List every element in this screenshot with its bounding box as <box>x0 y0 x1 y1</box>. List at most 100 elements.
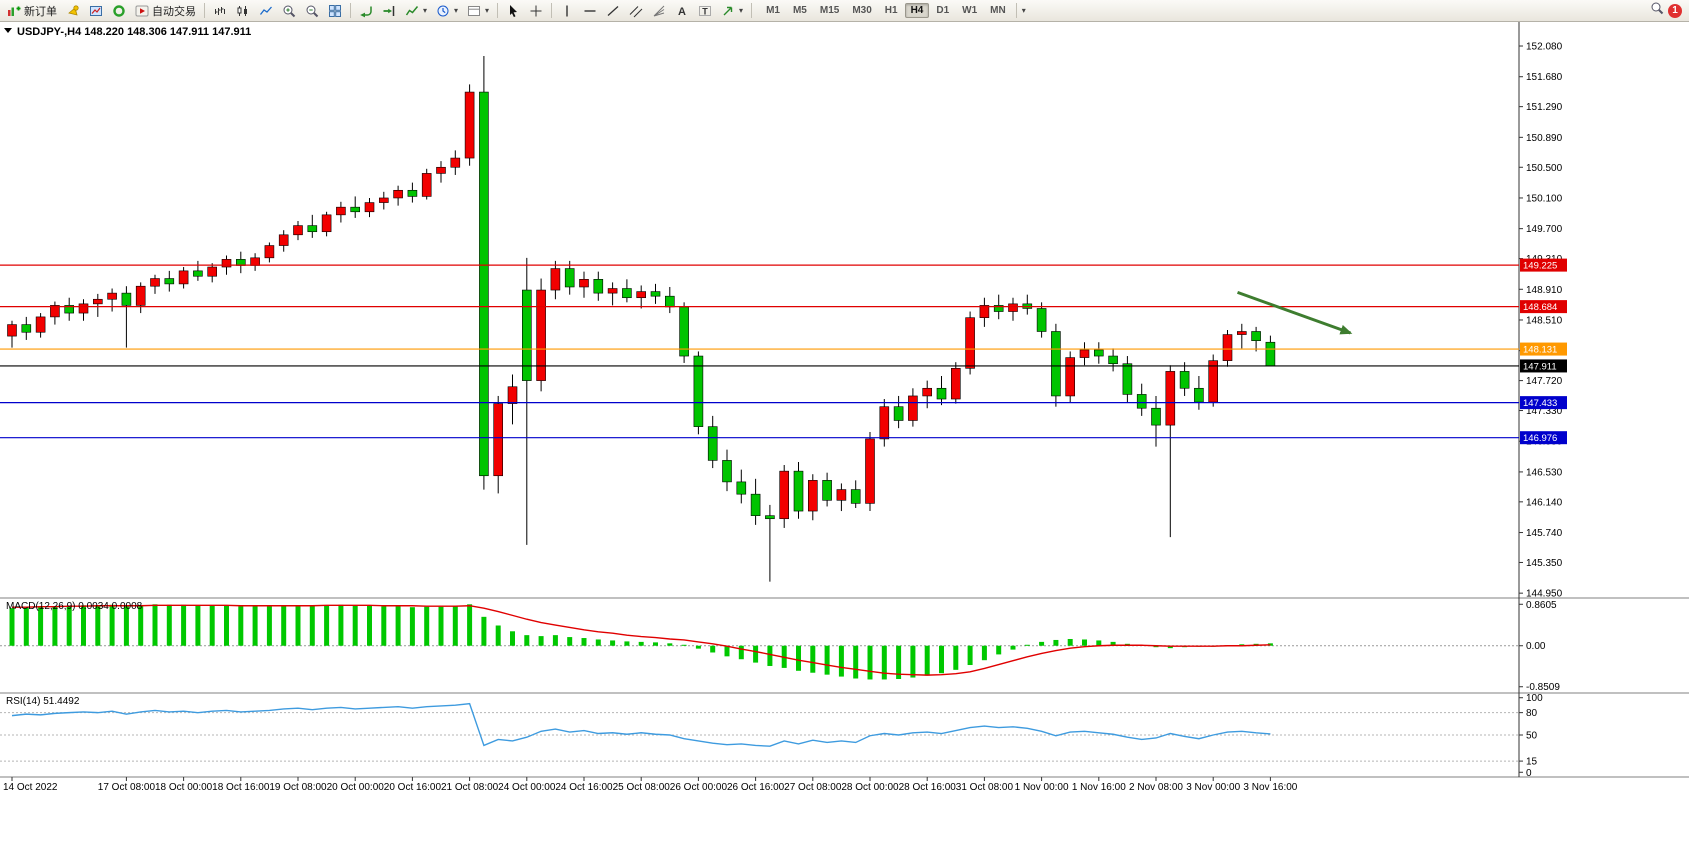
candle-down <box>1151 407 1161 426</box>
tf-button-mn[interactable]: MN <box>990 5 1006 16</box>
vertical-line-button[interactable] <box>556 0 578 21</box>
candle-up <box>922 387 933 397</box>
candle-down <box>750 493 761 516</box>
rsi-line <box>11 702 1271 747</box>
chart-shift-button[interactable] <box>378 0 400 21</box>
autotrade-icon <box>135 4 149 18</box>
tf-button-m15[interactable]: M15 <box>819 5 840 16</box>
tf-button-h4[interactable]: H4 <box>904 3 930 18</box>
date-axis-label: 14 Oct 2022 <box>3 782 58 793</box>
bar-chart-button[interactable] <box>209 0 231 21</box>
trendline-button[interactable] <box>602 0 624 21</box>
macd-axis-label: 0.00 <box>1526 641 1546 652</box>
candle-up <box>93 298 103 305</box>
price-axis-label: 149.700 <box>1526 224 1563 235</box>
text-tool-button[interactable]: A <box>671 0 693 21</box>
candle-down <box>479 91 489 477</box>
notification-badge[interactable]: 1 <box>1668 3 1682 18</box>
candle-up <box>207 266 217 277</box>
date-axis-label: 20 Oct 16:00 <box>384 782 442 793</box>
zoom-in-button[interactable] <box>278 0 300 21</box>
tf-button-d1[interactable]: D1 <box>936 5 950 16</box>
candle-down <box>850 489 861 504</box>
candle-up <box>836 489 847 501</box>
zoom-out-button[interactable] <box>301 0 323 21</box>
candle-down <box>407 189 418 197</box>
date-axis-label: 1 Nov 16:00 <box>1072 782 1126 793</box>
label-tool-button[interactable]: T <box>694 0 716 21</box>
toolbar-separator <box>1015 3 1017 18</box>
candle-down <box>822 480 832 501</box>
trend-arrow[interactable] <box>1237 290 1353 335</box>
indicators-button[interactable]: ▾ <box>401 0 431 21</box>
candlestick-chart-button[interactable] <box>232 0 254 21</box>
symbol-collapse-icon[interactable] <box>4 28 12 33</box>
periods-button[interactable]: ▾ <box>432 0 462 21</box>
candle-up <box>35 316 46 333</box>
candle-down <box>564 268 575 288</box>
date-axis-label: 26 Oct 16:00 <box>727 782 785 793</box>
tf-button-h1[interactable]: H1 <box>884 5 898 16</box>
candles-layer <box>7 55 1276 582</box>
toolbar-separator <box>497 3 499 18</box>
candle-up <box>264 245 275 259</box>
price-level-badge-text: 148.131 <box>1523 345 1557 356</box>
candle-up <box>1237 331 1247 335</box>
candle-down <box>1036 308 1047 332</box>
tile-windows-button[interactable] <box>324 0 346 21</box>
fibonacci-button[interactable] <box>648 0 670 21</box>
horizontal-line-button[interactable] <box>579 0 601 21</box>
timeframe-buttons: M1 M5 M15 M30 H1 H4 D1 W1 MN <box>760 3 1012 18</box>
candle-down <box>593 279 604 294</box>
quotes-button[interactable] <box>108 0 130 21</box>
svg-text:A: A <box>678 6 686 18</box>
auto-scroll-button[interactable] <box>355 0 377 21</box>
tf-button-w1[interactable]: W1 <box>962 5 978 16</box>
line-chart-button[interactable] <box>255 0 277 21</box>
candle-down <box>1179 371 1190 389</box>
candle-up <box>436 166 446 174</box>
tf-button-m1[interactable]: M1 <box>766 5 780 16</box>
price-axis-label: 150.500 <box>1526 163 1563 174</box>
candle-down <box>121 292 132 306</box>
alerts-button[interactable] <box>62 0 84 21</box>
candle-up <box>807 480 818 512</box>
toolbar-separator <box>350 3 351 18</box>
candle-up <box>1165 371 1176 426</box>
price-level-badge-text: 147.433 <box>1523 398 1557 409</box>
candle-down <box>1108 355 1118 365</box>
candle-down <box>936 387 947 400</box>
search-icon[interactable] <box>1650 1 1664 20</box>
candle-up <box>135 285 146 306</box>
price-level-badge <box>1520 396 1567 410</box>
candle-up <box>550 268 561 291</box>
candle-up <box>950 368 961 400</box>
rsi-axis-label: 100 <box>1526 693 1543 704</box>
templates-button[interactable]: ▾ <box>463 0 493 21</box>
date-axis-label: 27 Oct 08:00 <box>784 782 842 793</box>
candle-down <box>1265 341 1276 367</box>
charts-window-button[interactable] <box>85 0 107 21</box>
candle-down <box>993 305 1004 312</box>
cursor-button[interactable] <box>502 0 524 21</box>
chart-canvas[interactable]: 152.080 151.680 151.290 150.890 150.500 150.1… <box>0 22 1689 862</box>
indicators-caret: ▾ <box>423 6 428 15</box>
date-axis: 14 Oct 2022 17 Oct 08:00 18 Oct 00:00 18 Oc… <box>3 777 1298 793</box>
date-axis-label: 26 Oct 00:00 <box>670 782 728 793</box>
candle-down <box>64 305 74 314</box>
price-level-badge <box>1520 300 1567 314</box>
crosshair-button[interactable] <box>525 0 547 21</box>
new-order-button[interactable]: 新订单 <box>3 0 61 21</box>
price-axis-label: 144.950 <box>1526 589 1563 600</box>
arrows-tool-button[interactable]: ▾ <box>717 0 747 21</box>
templates-caret: ▾ <box>485 6 490 15</box>
candle-down <box>622 288 632 299</box>
channel-button[interactable] <box>625 0 647 21</box>
toolbar-overflow-caret[interactable]: ▾ <box>1021 6 1026 15</box>
auto-trading-button[interactable]: 自动交易 <box>131 0 200 21</box>
chart-shift-icon <box>382 4 396 18</box>
tf-button-m5[interactable]: M5 <box>792 5 807 16</box>
candle-up <box>1065 357 1075 397</box>
tf-button-m30[interactable]: M30 <box>852 5 872 16</box>
bar-chart-icon <box>213 4 227 18</box>
